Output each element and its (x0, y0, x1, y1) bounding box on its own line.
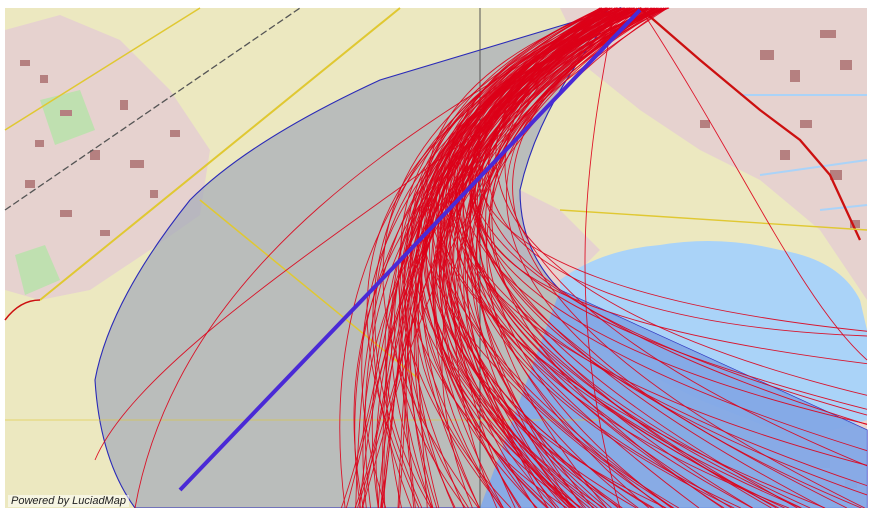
flight-track (398, 7, 602, 508)
flight-track (447, 7, 868, 487)
flight-track (451, 7, 790, 508)
flight-track (469, 7, 664, 508)
flight-track (417, 7, 606, 508)
flight-track (439, 7, 655, 508)
flight-track (399, 7, 601, 508)
flight-track (364, 7, 640, 508)
flight-track (487, 7, 868, 337)
roads (4, 7, 868, 508)
flight-track (380, 7, 624, 508)
flight-track (404, 7, 634, 508)
flight-track (94, 7, 631, 461)
flight-track (476, 7, 631, 508)
flight-tracks (94, 7, 868, 508)
flight-track (474, 7, 798, 508)
flight-track (406, 7, 601, 508)
flight-track (430, 7, 674, 508)
flight-track (470, 7, 657, 508)
right-margin (867, 0, 872, 508)
flight-track (134, 7, 621, 508)
flight-track (438, 7, 659, 508)
flight-track (448, 7, 603, 508)
flight-track (403, 7, 668, 508)
flight-track (467, 7, 669, 508)
buildings (20, 30, 860, 488)
top-margin (0, 0, 872, 8)
flight-track (476, 7, 657, 508)
flight-track (439, 7, 617, 508)
flight-track (440, 7, 630, 508)
runway-line[interactable] (178, 8, 642, 492)
flight-track (420, 7, 666, 508)
map-attribution: Powered by LuciadMap (8, 495, 129, 507)
flight-track (504, 7, 868, 467)
flight-track (377, 7, 665, 508)
flight-track (340, 7, 670, 508)
flight-track (441, 7, 666, 508)
flight-track (422, 7, 619, 508)
flight-track (457, 7, 629, 508)
flight-track (584, 7, 621, 508)
water-channels (740, 94, 868, 211)
left-margin (0, 0, 5, 508)
lake (560, 241, 867, 440)
flight-track (639, 7, 868, 361)
flight-track (354, 7, 635, 508)
